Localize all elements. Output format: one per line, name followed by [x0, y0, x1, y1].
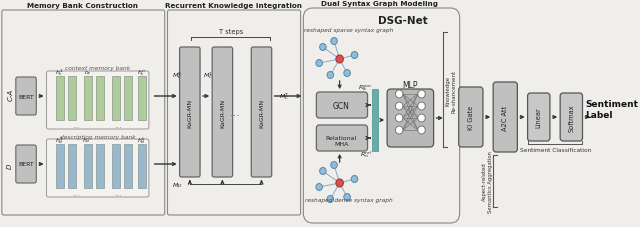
Bar — [68, 77, 76, 121]
Text: BERT: BERT — [18, 94, 34, 99]
Circle shape — [396, 103, 403, 111]
Text: ...: ... — [114, 188, 122, 197]
Circle shape — [319, 168, 326, 175]
Text: Relational: Relational — [326, 135, 357, 140]
Circle shape — [327, 72, 333, 79]
Bar — [111, 144, 120, 188]
Text: Recurrent Knowledge Integration: Recurrent Knowledge Integration — [165, 3, 302, 9]
Bar — [96, 77, 104, 121]
Text: $h_{d^*}$: $h_{d^*}$ — [82, 136, 93, 145]
FancyBboxPatch shape — [168, 11, 301, 215]
FancyBboxPatch shape — [387, 90, 434, 147]
FancyBboxPatch shape — [493, 83, 517, 152]
Text: Linear: Linear — [536, 107, 542, 128]
Circle shape — [418, 114, 425, 122]
Text: $r_a$: $r_a$ — [84, 68, 91, 77]
Text: ...: ... — [72, 120, 80, 129]
Text: Sentiment Classification: Sentiment Classification — [520, 148, 591, 153]
Text: C-A: C-A — [7, 89, 13, 101]
Text: Memory Bank Construction: Memory Bank Construction — [28, 3, 138, 9]
Text: D: D — [7, 163, 13, 168]
FancyBboxPatch shape — [316, 93, 367, 118]
FancyBboxPatch shape — [16, 78, 36, 116]
Bar — [124, 77, 132, 121]
Text: ...: ... — [72, 188, 80, 197]
Text: $h_c^n$: $h_c^n$ — [137, 68, 146, 77]
FancyBboxPatch shape — [47, 139, 149, 197]
Circle shape — [316, 60, 323, 67]
Text: context memory bank: context memory bank — [65, 65, 131, 70]
FancyBboxPatch shape — [212, 48, 232, 177]
Bar — [372, 90, 378, 151]
Text: KaGR-MN: KaGR-MN — [220, 98, 225, 127]
Text: $R_n^{rel}$: $R_n^{rel}$ — [360, 149, 372, 160]
Text: $R_a^{gcn}$: $R_a^{gcn}$ — [358, 83, 372, 92]
FancyBboxPatch shape — [180, 48, 200, 177]
Text: Aspect-related
Semantics Aggregation: Aspect-related Semantics Aggregation — [482, 151, 493, 212]
Text: Softmax: Softmax — [568, 104, 574, 131]
FancyBboxPatch shape — [560, 94, 582, 141]
Circle shape — [344, 70, 350, 77]
Text: Knowledge
Re-shancement: Knowledge Re-shancement — [446, 69, 457, 112]
FancyBboxPatch shape — [2, 11, 164, 215]
FancyBboxPatch shape — [303, 9, 460, 223]
Text: KaGR-MN: KaGR-MN — [188, 98, 193, 127]
Text: $h_c^1$: $h_c^1$ — [55, 67, 64, 78]
Circle shape — [331, 162, 337, 169]
FancyBboxPatch shape — [252, 48, 272, 177]
Text: ...: ... — [230, 108, 241, 118]
Bar — [138, 77, 146, 121]
Bar — [111, 77, 120, 121]
Text: reshaped dense syntax graph: reshaped dense syntax graph — [305, 198, 393, 203]
Circle shape — [396, 114, 403, 122]
Bar — [56, 77, 64, 121]
Circle shape — [319, 44, 326, 51]
Circle shape — [418, 91, 425, 99]
Bar — [84, 144, 92, 188]
Circle shape — [351, 52, 358, 59]
Text: $M_D$: $M_D$ — [172, 181, 182, 190]
Text: reshaped sparse syntax graph: reshaped sparse syntax graph — [304, 27, 394, 32]
Text: A2C Att: A2C Att — [502, 105, 508, 130]
Bar — [84, 77, 92, 121]
Bar — [96, 144, 104, 188]
Circle shape — [418, 103, 425, 111]
Text: DSG-Net: DSG-Net — [378, 16, 428, 26]
Text: $M_C^0$: $M_C^0$ — [172, 70, 182, 81]
Bar — [124, 144, 132, 188]
Bar — [68, 144, 76, 188]
Text: $M_C^1$: $M_C^1$ — [204, 70, 214, 81]
Circle shape — [344, 194, 350, 201]
Circle shape — [336, 179, 343, 187]
Text: $h_d^k$: $h_d^k$ — [137, 135, 146, 146]
Text: $M_C^T$: $M_C^T$ — [279, 91, 290, 102]
FancyBboxPatch shape — [316, 126, 367, 151]
Circle shape — [418, 126, 425, 134]
Text: Sentiment
Label: Sentiment Label — [586, 100, 638, 119]
Circle shape — [351, 176, 358, 183]
Circle shape — [316, 184, 323, 191]
Circle shape — [336, 56, 343, 64]
Bar — [138, 144, 146, 188]
FancyBboxPatch shape — [527, 94, 550, 141]
FancyBboxPatch shape — [459, 88, 483, 147]
Circle shape — [396, 91, 403, 99]
Text: KaGR-MN: KaGR-MN — [259, 98, 264, 127]
FancyBboxPatch shape — [47, 72, 149, 129]
Text: ...: ... — [114, 120, 122, 129]
Text: Dual Syntax Graph Modeling: Dual Syntax Graph Modeling — [321, 1, 438, 7]
Text: GCN: GCN — [333, 101, 350, 110]
Text: MHA: MHA — [334, 142, 349, 147]
Text: MLP: MLP — [403, 80, 418, 89]
Text: T steps: T steps — [219, 29, 243, 35]
FancyBboxPatch shape — [16, 145, 36, 183]
Text: BERT: BERT — [18, 162, 34, 167]
Text: $h_d^1$: $h_d^1$ — [55, 135, 64, 146]
Circle shape — [396, 126, 403, 134]
Bar — [56, 144, 64, 188]
Text: KI Gate: KI Gate — [468, 105, 474, 130]
Text: description memory bank: description memory bank — [60, 134, 136, 139]
Circle shape — [327, 196, 333, 203]
Circle shape — [331, 38, 337, 45]
